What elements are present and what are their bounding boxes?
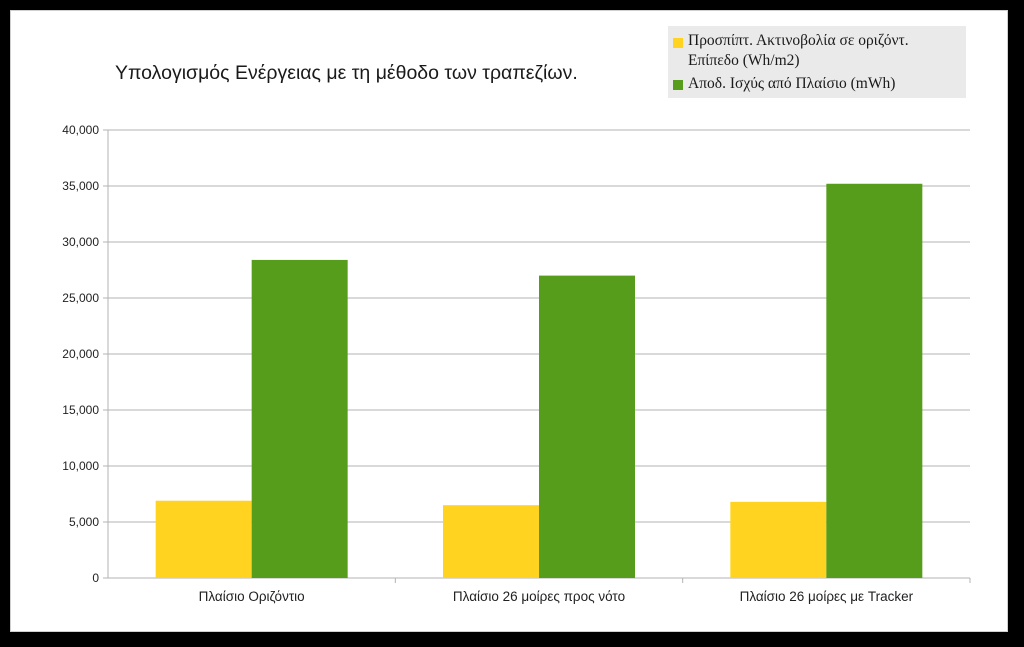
y-tick-label: 30,000 [62,235,99,249]
x-tick-label: Πλαίσιο 26 μοίρες προς νότο [453,589,625,604]
x-tick-label: Πλαίσιο Οριζόντιο [199,589,305,604]
bar-series-2-2 [539,275,635,578]
y-tick-label: 25,000 [62,291,99,305]
chart-title: Υπολογισμός Ενέργειας με τη μέθοδο των τ… [115,62,578,84]
legend-label-series-1: Προσπίπτ. Ακτινοβολία σε οριζόντ. Επίπεδ… [688,32,909,69]
legend-swatch-series-1 [673,38,683,48]
y-tick-label: 5,000 [69,515,99,529]
y-tick-label: 10,000 [62,459,99,473]
bar-series-2-3 [826,183,923,578]
legend-swatch-series-2 [673,80,683,90]
y-tick-label: 15,000 [62,403,99,417]
y-tick-label: 35,000 [62,179,99,193]
x-tick-label: Πλαίσιο 26 μοίρες με Tracker [740,589,914,604]
y-tick-label: 0 [92,571,99,585]
bar-series-1-2 [443,505,539,578]
legend-label-series-2: Αποδ. Ισχύς από Πλαίσιο (mWh) [688,75,896,92]
bar-series-2-1 [251,259,348,578]
bar-series-1-3 [730,501,827,578]
chart-legend: Προσπίπτ. Ακτινοβολία σε οριζόντ. Επίπεδ… [668,26,966,98]
y-tick-label: 20,000 [62,347,99,361]
y-tick-label: 40,000 [62,123,99,137]
bar-series-1-1 [155,500,252,578]
